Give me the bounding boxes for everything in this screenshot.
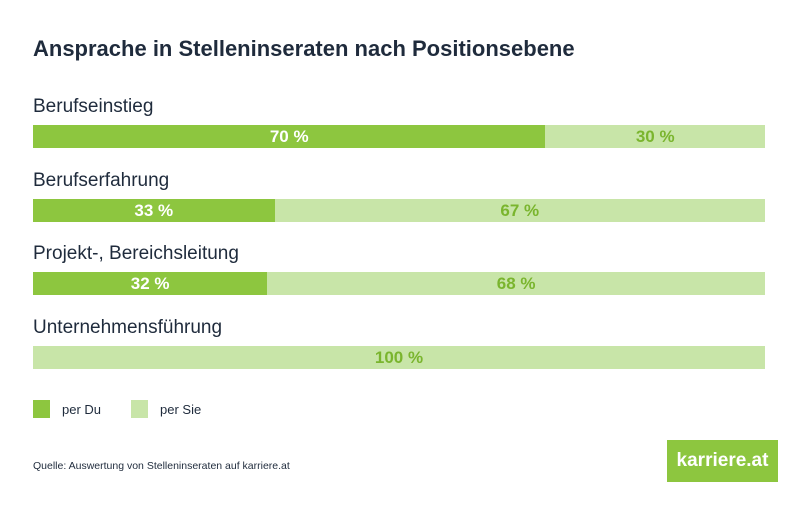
data-label: 68 %: [496, 273, 536, 293]
legend-label-per-sie: per Sie: [160, 401, 202, 417]
bar-per-sie: 30 %: [545, 125, 765, 148]
bar-row: 70 % 30 %: [33, 125, 765, 148]
bar-row: 33 % 67 %: [33, 199, 765, 222]
bar-per-du: 70 %: [33, 125, 546, 148]
legend: per Du per Sie: [33, 400, 201, 418]
data-label: 100 %: [374, 347, 424, 367]
legend-label-per-du: per Du: [62, 401, 102, 417]
bar-per-du: 33 %: [33, 199, 275, 222]
bar-row: 32 % 68 %: [33, 272, 765, 295]
data-label: 67 %: [500, 200, 540, 220]
chart-title: Ansprache in Stelleninseraten nach Posit…: [33, 36, 575, 61]
data-label: 70 %: [269, 126, 309, 146]
category-label: Unternehmensführung: [33, 317, 223, 338]
karriere-logo: karriere.at: [667, 440, 778, 482]
category-label: Projekt-, Bereichsleitung: [33, 243, 239, 264]
category-label: Berufseinstieg: [33, 96, 154, 117]
bar-per-sie: 68 %: [267, 272, 765, 295]
data-label: 32 %: [130, 273, 170, 293]
data-label: 30 %: [635, 126, 675, 146]
legend-swatch-per-sie: [131, 400, 149, 418]
bar-row: 100 %: [33, 346, 765, 369]
logo-text: karriere.at: [676, 450, 769, 471]
legend-swatch-per-du: [33, 400, 50, 418]
data-label: 33 %: [134, 200, 174, 220]
bar-per-sie: 100 %: [33, 346, 765, 369]
source-note: Quelle: Auswertung von Stelleninseraten …: [33, 460, 290, 472]
bar-per-du: 32 %: [33, 272, 268, 295]
category-label: Berufserfahrung: [33, 170, 170, 191]
bar-per-sie: 67 %: [274, 199, 765, 222]
